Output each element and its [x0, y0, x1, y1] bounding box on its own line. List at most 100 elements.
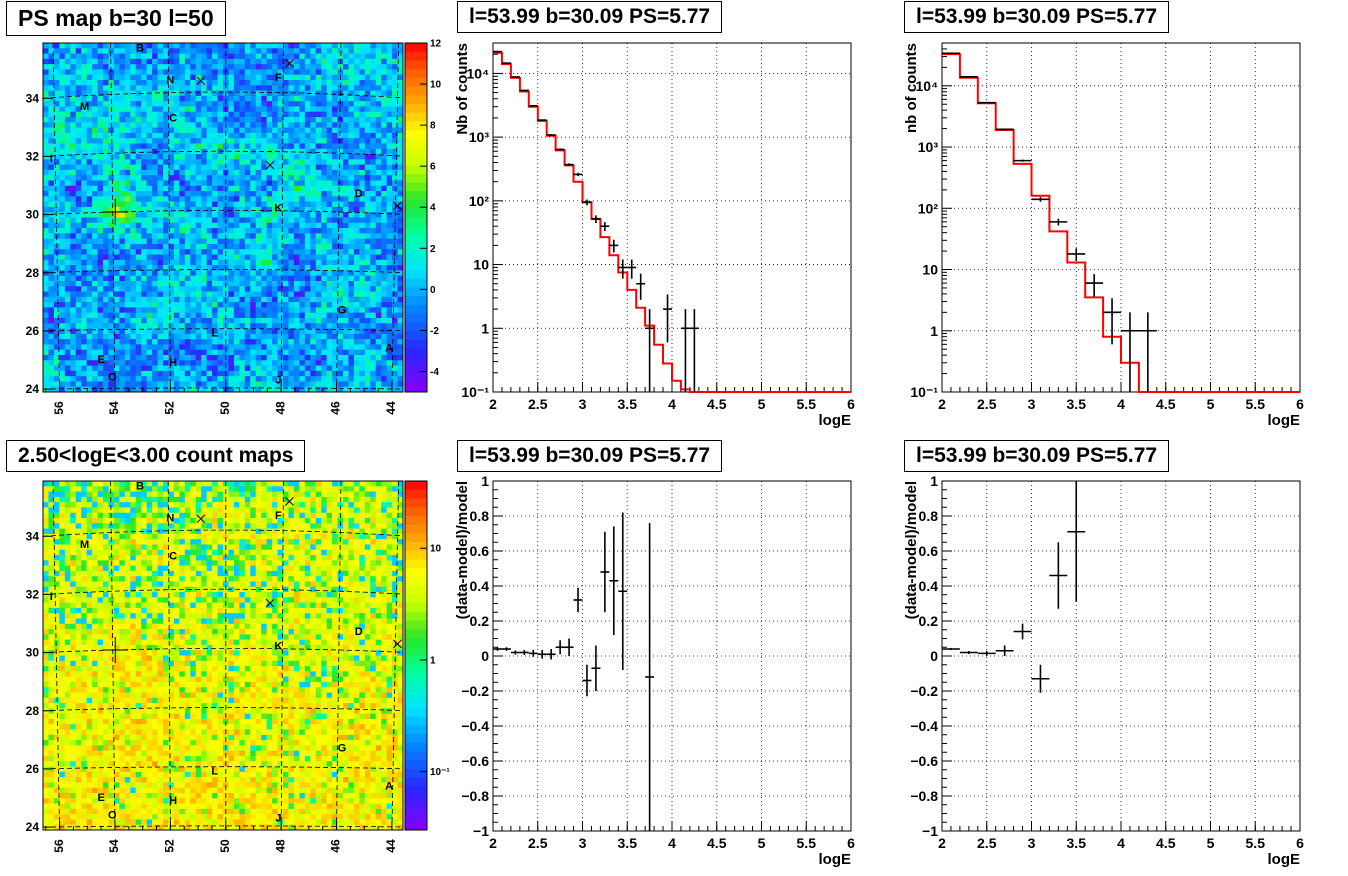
- heatmap-cell: [332, 132, 338, 139]
- heatmap-cell: [190, 328, 197, 335]
- heatmap-cell: [332, 360, 338, 366]
- heatmap-cell: [272, 312, 278, 319]
- heatmap-cell: [130, 339, 137, 345]
- heatmap-cell: [250, 117, 257, 123]
- heatmap-cell: [244, 43, 251, 49]
- heatmap-cell: [135, 491, 142, 498]
- heatmap-cell: [359, 280, 366, 287]
- heatmap-cell: [326, 169, 333, 176]
- heatmap-cell: [119, 111, 126, 118]
- heatmap-cell: [217, 238, 224, 245]
- heatmap-cell: [326, 48, 333, 54]
- heatmap-cell: [386, 85, 393, 91]
- heatmap-cell: [179, 280, 186, 287]
- heatmap-cell: [48, 481, 55, 487]
- heatmap-cell: [103, 69, 109, 76]
- heatmap-cell: [397, 48, 404, 54]
- heatmap-cell: [244, 212, 251, 218]
- heatmap-cell: [195, 254, 202, 261]
- heatmap-cell: [163, 296, 169, 303]
- heatmap-cell: [392, 259, 398, 266]
- heatmap-cell: [163, 259, 169, 266]
- heatmap-cell: [244, 486, 251, 492]
- heatmap-cell: [70, 159, 77, 165]
- heatmap-cell: [152, 496, 158, 503]
- heatmap-cell: [195, 228, 202, 234]
- heatmap-cell: [163, 360, 169, 366]
- heatmap-cell: [119, 180, 126, 187]
- heatmap-cell: [364, 138, 371, 144]
- heatmap-cell: [103, 222, 109, 229]
- heatmap-cell: [359, 169, 366, 176]
- heatmap-cell: [397, 481, 404, 487]
- heatmap-cell: [119, 238, 126, 245]
- heatmap-cell: [206, 291, 213, 298]
- heatmap-cell: [206, 159, 213, 165]
- heatmap-cell: [184, 201, 191, 208]
- heatmap-cell: [381, 180, 387, 187]
- heatmap-cell: [392, 111, 398, 118]
- heatmap-cell: [206, 53, 213, 60]
- heatmap-cell: [332, 249, 338, 255]
- heatmap-cell: [206, 370, 213, 377]
- heatmap-cell: [332, 212, 338, 218]
- heatmap-cell: [310, 138, 317, 144]
- heatmap-cell: [64, 138, 71, 144]
- heatmap-cell: [293, 360, 300, 366]
- heatmap-cell: [217, 323, 224, 329]
- heatmap-cell: [392, 381, 398, 388]
- heatmap-cell: [190, 265, 197, 271]
- heatmap-cell: [272, 43, 278, 49]
- heatmap-cell: [299, 180, 306, 187]
- heatmap-cell: [337, 265, 344, 271]
- heatmap-cell: [315, 365, 322, 372]
- heatmap-cell: [59, 101, 66, 107]
- heatmap-cell: [244, 138, 251, 144]
- heatmap-cell: [195, 106, 202, 113]
- heatmap-cell: [163, 132, 169, 139]
- heatmap-cell: [103, 159, 109, 165]
- heatmap-cell: [353, 106, 360, 113]
- heatmap-cell: [244, 58, 251, 65]
- heatmap-cell: [364, 360, 371, 366]
- heatmap-cell: [124, 323, 131, 329]
- heatmap-cell: [168, 286, 175, 292]
- heatmap-cell: [381, 323, 387, 329]
- heatmap-cell: [64, 328, 71, 335]
- heatmap-cell: [353, 217, 360, 224]
- heatmap-cell: [103, 185, 109, 192]
- heatmap-cell: [146, 217, 153, 224]
- heatmap-cell: [113, 69, 120, 76]
- heatmap-cell: [59, 196, 66, 202]
- heatmap-cell: [86, 339, 93, 345]
- heatmap-cell: [364, 507, 371, 514]
- heatmap-cell: [70, 286, 77, 292]
- heatmap-cell: [97, 507, 104, 514]
- heatmap-cells: [43, 43, 404, 393]
- heatmap-cell: [343, 228, 349, 234]
- heatmap-cell: [141, 132, 147, 139]
- heatmap-cell: [315, 132, 322, 139]
- heatmap-cell: [332, 323, 338, 329]
- heatmap-cell: [212, 64, 218, 70]
- heatmap-cell: [288, 69, 295, 76]
- heatmap-cell: [250, 333, 257, 340]
- heatmap-cell: [255, 64, 262, 70]
- heatmap-cell: [130, 80, 137, 86]
- heatmap-cell: [217, 243, 224, 250]
- heatmap-cell: [250, 291, 257, 298]
- heatmap-cell: [299, 228, 306, 234]
- heatmap-cell: [283, 249, 289, 255]
- heatmap-cell: [337, 138, 344, 144]
- heatmap-cell: [337, 69, 344, 76]
- heatmap-cell: [135, 328, 142, 335]
- heatmap-cell: [152, 175, 158, 181]
- heatmap-cell: [397, 496, 404, 503]
- heatmap-cell: [337, 196, 344, 202]
- heatmap-cell: [108, 275, 115, 282]
- heatmap-cell: [364, 238, 371, 245]
- heatmap-cell: [141, 307, 147, 314]
- heatmap-cell: [86, 191, 93, 197]
- heatmap-cell: [392, 191, 398, 197]
- heatmap-cell: [195, 270, 202, 277]
